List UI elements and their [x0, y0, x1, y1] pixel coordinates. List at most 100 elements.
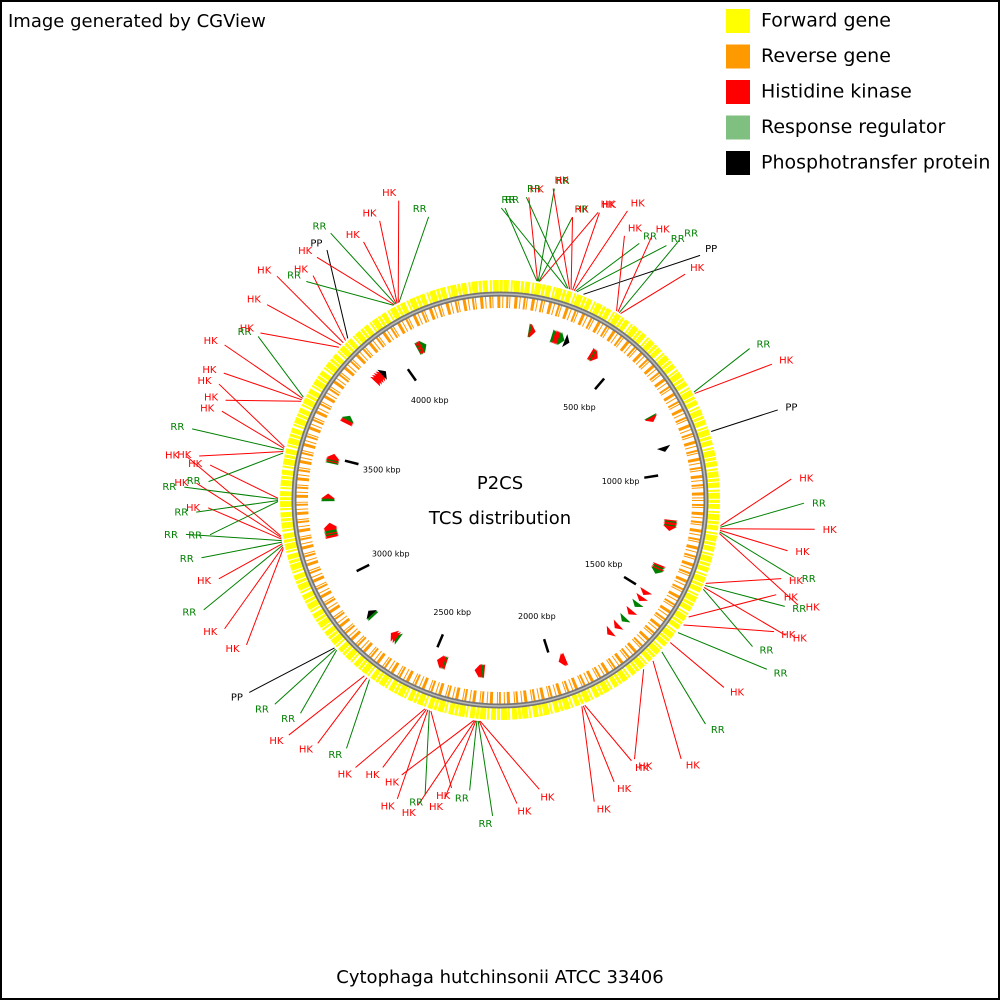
feature-label: HK: [203, 627, 218, 638]
feature-label: RR: [556, 176, 570, 187]
label-line: [398, 216, 430, 303]
label-line: [693, 348, 750, 393]
feature-label: HK: [366, 770, 381, 781]
feature-label: RR: [162, 482, 176, 493]
tick-label: 4000 kbp: [411, 396, 449, 405]
feature-label: HK: [617, 784, 632, 795]
label-line: [444, 720, 477, 800]
label-line: [316, 256, 395, 306]
footer: Cytophaga hutchinsonii ATCC 33406: [336, 967, 663, 988]
label-line: [246, 548, 284, 646]
feature-marker: [436, 655, 445, 669]
feature-marker: [529, 323, 536, 338]
feature-label: PP: [785, 402, 797, 413]
feature-marker: [651, 565, 665, 573]
label-line: [382, 709, 427, 768]
label-line: [583, 254, 701, 295]
feature-label: HK: [298, 246, 313, 257]
label-line: [552, 188, 571, 290]
label-line: [705, 578, 782, 584]
feature-label: RR: [478, 819, 492, 830]
tick-mark: [623, 575, 637, 586]
feature-label: HK: [554, 176, 569, 187]
tick-label: 3500 kbp: [363, 466, 401, 475]
legend-swatch: [726, 151, 750, 175]
feature-label: HK: [385, 777, 400, 788]
label-line: [702, 588, 753, 647]
label-line: [618, 239, 680, 314]
label-line: [581, 706, 595, 802]
label-line: [469, 720, 478, 791]
feature-label: HK: [784, 592, 799, 603]
feature-label: RR: [281, 714, 295, 725]
feature-marker: [341, 415, 354, 424]
label-line: [500, 207, 567, 289]
feature-marker: [644, 414, 658, 422]
tick-label: 1000 kbp: [602, 477, 640, 486]
label-line: [224, 344, 303, 399]
label-line: [688, 594, 777, 618]
label-line: [504, 207, 538, 282]
label-line: [208, 452, 284, 483]
label-line: [260, 332, 339, 348]
feature-label: HK: [382, 188, 397, 199]
legend-label: Forward gene: [761, 10, 891, 32]
feature-label: RR: [328, 750, 342, 761]
feature-marker: [640, 586, 653, 596]
feature-label: RR: [812, 498, 826, 509]
label-line: [312, 275, 346, 341]
feature-label: HK: [197, 576, 212, 587]
label-line: [711, 409, 778, 432]
feature-label: PP: [705, 244, 717, 255]
label-line: [538, 216, 573, 282]
feature-label: RR: [802, 574, 816, 585]
feature-label: HK: [656, 225, 671, 236]
label-line: [703, 587, 786, 636]
feature-label: RR: [255, 705, 269, 716]
label-line: [196, 500, 279, 513]
tick-label: 1500 kbp: [585, 560, 623, 569]
feature-label: RR: [174, 507, 188, 518]
label-line: [300, 650, 338, 714]
feature-label: RR: [170, 422, 184, 433]
label-line: [634, 669, 645, 760]
feature-label: HK: [200, 404, 215, 415]
legend-label: Response regulator: [761, 116, 945, 138]
feature-label: HK: [530, 184, 545, 195]
feature-label: HK: [294, 265, 309, 276]
tick-mark: [406, 368, 417, 382]
label-line: [274, 648, 336, 705]
label-line: [704, 584, 785, 607]
label-line: [652, 660, 682, 760]
feature-label: RR: [756, 339, 770, 350]
legend-label: Reverse gene: [761, 45, 891, 67]
label-line: [330, 232, 396, 305]
feature-marker: [377, 369, 387, 380]
center-title: P2CS: [477, 473, 523, 494]
feature-label: HK: [806, 603, 821, 614]
label-line: [401, 720, 475, 776]
feature-label: HK: [240, 323, 255, 334]
label-line: [719, 533, 799, 606]
feature-label: RR: [182, 608, 196, 619]
label-line: [203, 544, 283, 611]
legend-label: Phosphotransfer protein: [761, 152, 990, 174]
feature-marker: [390, 630, 400, 642]
label-line: [525, 196, 569, 289]
feature-label: RR: [684, 228, 698, 239]
label-line: [582, 705, 615, 782]
feature-label: RR: [574, 204, 588, 215]
feature-label: HK: [635, 763, 650, 774]
label-line: [196, 482, 282, 538]
feature-label: HK: [338, 770, 353, 781]
label-line: [720, 502, 805, 528]
feature-label: HK: [540, 792, 555, 803]
legend-swatch: [726, 115, 750, 140]
feature-marker: [656, 444, 671, 452]
feature-label: RR: [164, 530, 178, 541]
feature-label: PP: [310, 238, 322, 249]
feature-label: RR: [501, 195, 515, 206]
tick-mark: [542, 638, 550, 653]
label-line: [477, 720, 494, 816]
label-line: [288, 675, 365, 736]
